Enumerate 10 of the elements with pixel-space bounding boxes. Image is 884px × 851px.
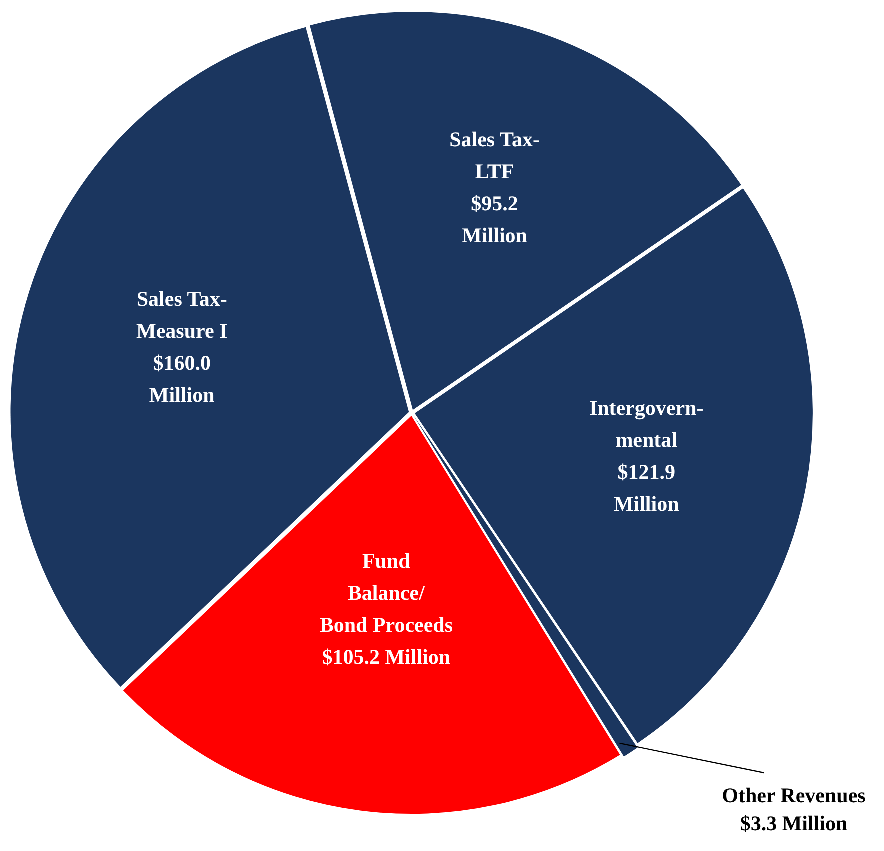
slice-label: Other Revenues [722, 783, 866, 808]
data-label: $160.0 Million [149, 350, 216, 407]
slice-label: Sales Tax- LTF [450, 127, 540, 184]
slice-label: Intergovern- mental [589, 396, 704, 452]
slice-label: Fund Balance/ Bond Proceeds [320, 548, 454, 637]
data-label: $121.9 Million [614, 460, 680, 516]
data-label: $95.2 Million [462, 191, 528, 248]
slice-label: Sales Tax- Measure I [136, 286, 228, 343]
data-label: $3.3 Million [740, 811, 848, 836]
data-label: $105.2 Million [322, 644, 451, 669]
